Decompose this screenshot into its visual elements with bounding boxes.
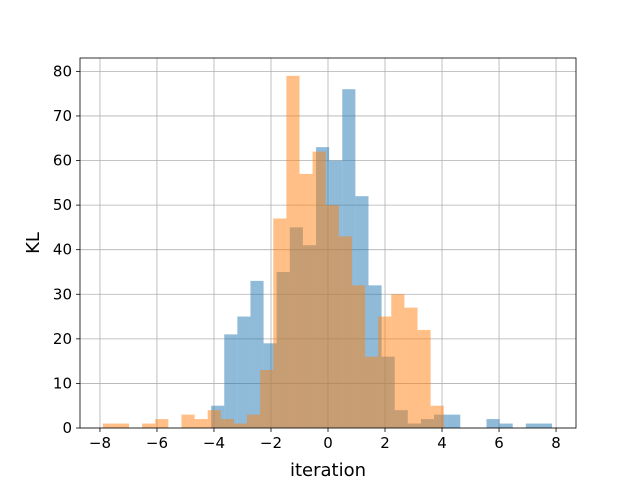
y-tick-label: 10 xyxy=(53,374,72,392)
x-tick-label: −6 xyxy=(146,434,168,452)
histogram-bar xyxy=(237,316,251,428)
histogram-bar xyxy=(525,423,539,428)
histogram-bar xyxy=(338,236,352,428)
y-axis-label: KL xyxy=(23,232,44,254)
histogram-bar xyxy=(207,410,221,428)
histogram-bar xyxy=(417,329,431,428)
histogram-bar xyxy=(378,316,392,428)
histogram-bar xyxy=(499,423,513,428)
histogram-bar xyxy=(247,414,261,428)
histogram-bar xyxy=(142,423,156,428)
histogram-bar xyxy=(220,419,234,428)
y-tick-label: 50 xyxy=(53,196,72,214)
y-tick-label: 40 xyxy=(53,241,72,259)
x-tick-label: 4 xyxy=(437,434,447,452)
histogram-bar xyxy=(447,414,461,428)
y-tick-label: 80 xyxy=(53,62,72,80)
x-axis-label: iteration xyxy=(290,460,366,480)
x-tick-label: −4 xyxy=(203,434,225,452)
histogram-bar xyxy=(224,334,238,428)
histogram-bar xyxy=(299,173,313,428)
y-tick-label: 60 xyxy=(53,152,72,170)
histogram-bar xyxy=(325,205,339,428)
histogram-bar xyxy=(365,356,379,428)
histogram-bar xyxy=(155,419,169,428)
histogram-bar xyxy=(538,423,553,428)
histogram-bar xyxy=(102,423,116,428)
histogram-bars xyxy=(102,75,553,429)
histogram-bar xyxy=(312,151,326,429)
histogram-bar xyxy=(233,423,248,428)
histogram-bar xyxy=(194,419,208,428)
y-tick-label: 30 xyxy=(53,285,72,303)
histogram-bar xyxy=(404,307,418,428)
histogram-bar xyxy=(430,405,444,428)
histogram-bar xyxy=(260,370,274,428)
histogram-bar xyxy=(286,75,300,428)
x-tick-label: −8 xyxy=(89,434,111,452)
x-tick-label: 6 xyxy=(494,434,504,452)
histogram-series-2 xyxy=(102,75,444,429)
histogram-bar xyxy=(391,294,405,428)
x-tick-label: 8 xyxy=(551,434,561,452)
histogram-bar xyxy=(115,423,130,428)
histogram-bar xyxy=(351,285,366,428)
y-tick-label: 0 xyxy=(62,419,72,437)
y-tick-label: 20 xyxy=(53,330,72,348)
x-tick-label: −2 xyxy=(260,434,282,452)
x-tick-label: 0 xyxy=(323,434,333,452)
x-tick-label: 2 xyxy=(380,434,390,452)
histogram-bar xyxy=(181,414,195,428)
y-tick-label: 70 xyxy=(53,107,72,125)
histogram-bar xyxy=(273,218,287,428)
histogram-bar xyxy=(486,419,500,428)
